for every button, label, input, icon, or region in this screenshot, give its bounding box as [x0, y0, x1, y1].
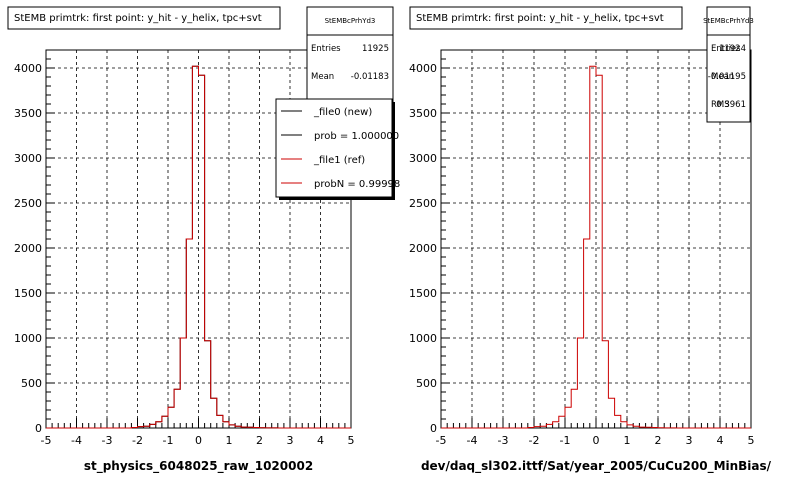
x-tick-label: -2	[529, 434, 540, 447]
stats-mean-value: -0.01183	[351, 72, 389, 82]
y-tick-label: 1500	[409, 287, 437, 300]
x-tick-label: -3	[102, 434, 113, 447]
y-tick-label: 2000	[14, 242, 42, 255]
x-tick-label: 4	[317, 434, 324, 447]
x-tick-label: -2	[132, 434, 143, 447]
right-histogram-panel: -5 -4 -3 -2 -1 0 1 2 3 4 5 0 500 1000 1500 2000 2500 3000…	[409, 6, 772, 474]
x-tick-label: 4	[717, 434, 724, 447]
y-tick-label: 500	[416, 377, 437, 390]
stats-entries-value: 11924	[719, 44, 746, 54]
stats-mean-label: Mean	[711, 72, 734, 82]
y-tick-label: 2000	[409, 242, 437, 255]
y-tick-label: 0	[430, 422, 437, 435]
x-tick-label: -4	[71, 434, 82, 447]
y-tick-label: 1000	[14, 332, 42, 345]
stats-entries-value: 11925	[362, 44, 389, 54]
y-tick-label: 2500	[409, 197, 437, 210]
x-tick-label: 1	[226, 434, 233, 447]
x-tick-label: 3	[686, 434, 693, 447]
stats-name: StEMBcPrhYd3	[325, 17, 376, 25]
y-tick-label: 1500	[14, 287, 42, 300]
x-tick-label: 0	[593, 434, 600, 447]
histogram-series-line	[441, 65, 751, 429]
histogram-title: StEMB primtrk: first point: y_hit - y_he…	[14, 13, 262, 24]
x-tick-label: 5	[748, 434, 755, 447]
title-box	[7, 6, 281, 30]
stats-rms-value: 0.3961	[716, 100, 746, 110]
y-tick-label: 4000	[14, 62, 42, 75]
stats-entries-label: Entries	[711, 44, 741, 54]
x-axis-label: st_physics_6048025_raw_1020002	[84, 459, 313, 474]
legend: _file0 (new) prob = 1.000000 _file1 (ref) p…	[275, 98, 400, 200]
x-tick-label: -5	[436, 434, 447, 447]
x-tick-label: -3	[498, 434, 509, 447]
x-tick-label: 0	[195, 434, 202, 447]
y-tick-label: 1000	[409, 332, 437, 345]
left-histogram-panel: -5 -4 -3 -2 -1 0 1 2 3 4 5 0 500 1000 1500 2000 2500 3000…	[7, 6, 400, 474]
stats-name: StEMBcPrhYd3	[703, 17, 754, 25]
legend-entry-label: probN = 0.99998	[314, 179, 400, 190]
x-axis-label: dev/daq_sl302.ittf/Sat/year_2005/CuCu200…	[421, 459, 772, 474]
legend-entry-label: _file0 (new)	[313, 107, 372, 118]
x-tick-label: -4	[467, 434, 478, 447]
x-tick-label: 2	[655, 434, 662, 447]
x-tick-label: -5	[41, 434, 52, 447]
stats-mean-label: Mean	[311, 72, 334, 82]
title-box	[409, 6, 683, 30]
y-tick-label: 3500	[14, 107, 42, 120]
stats-entries-label: Entries	[311, 44, 341, 54]
histogram-title: StEMB primtrk: first point: y_hit - y_he…	[416, 13, 664, 24]
y-tick-label: 2500	[14, 197, 42, 210]
y-tick-label: 500	[21, 377, 42, 390]
stats-rms-label: RMS	[711, 100, 730, 110]
x-tick-label: -1	[163, 434, 174, 447]
x-tick-label: 1	[624, 434, 631, 447]
x-tick-label: 2	[256, 434, 263, 447]
x-tick-label: 3	[287, 434, 294, 447]
y-tick-label: 3000	[14, 152, 42, 165]
stats-mean-value: -0.01195	[708, 72, 746, 82]
y-tick-label: 3000	[409, 152, 437, 165]
stats-box-frame	[706, 6, 751, 123]
legend-entry-label: prob = 1.000000	[314, 131, 399, 142]
legend-frame	[275, 98, 393, 198]
y-tick-label: 3500	[409, 107, 437, 120]
y-tick-label: 0	[35, 422, 42, 435]
legend-entry-label: _file1 (ref)	[313, 155, 365, 166]
x-tick-label: -1	[560, 434, 571, 447]
histogram-series-line	[46, 65, 351, 429]
y-tick-label: 4000	[409, 62, 437, 75]
x-tick-label: 5	[348, 434, 355, 447]
